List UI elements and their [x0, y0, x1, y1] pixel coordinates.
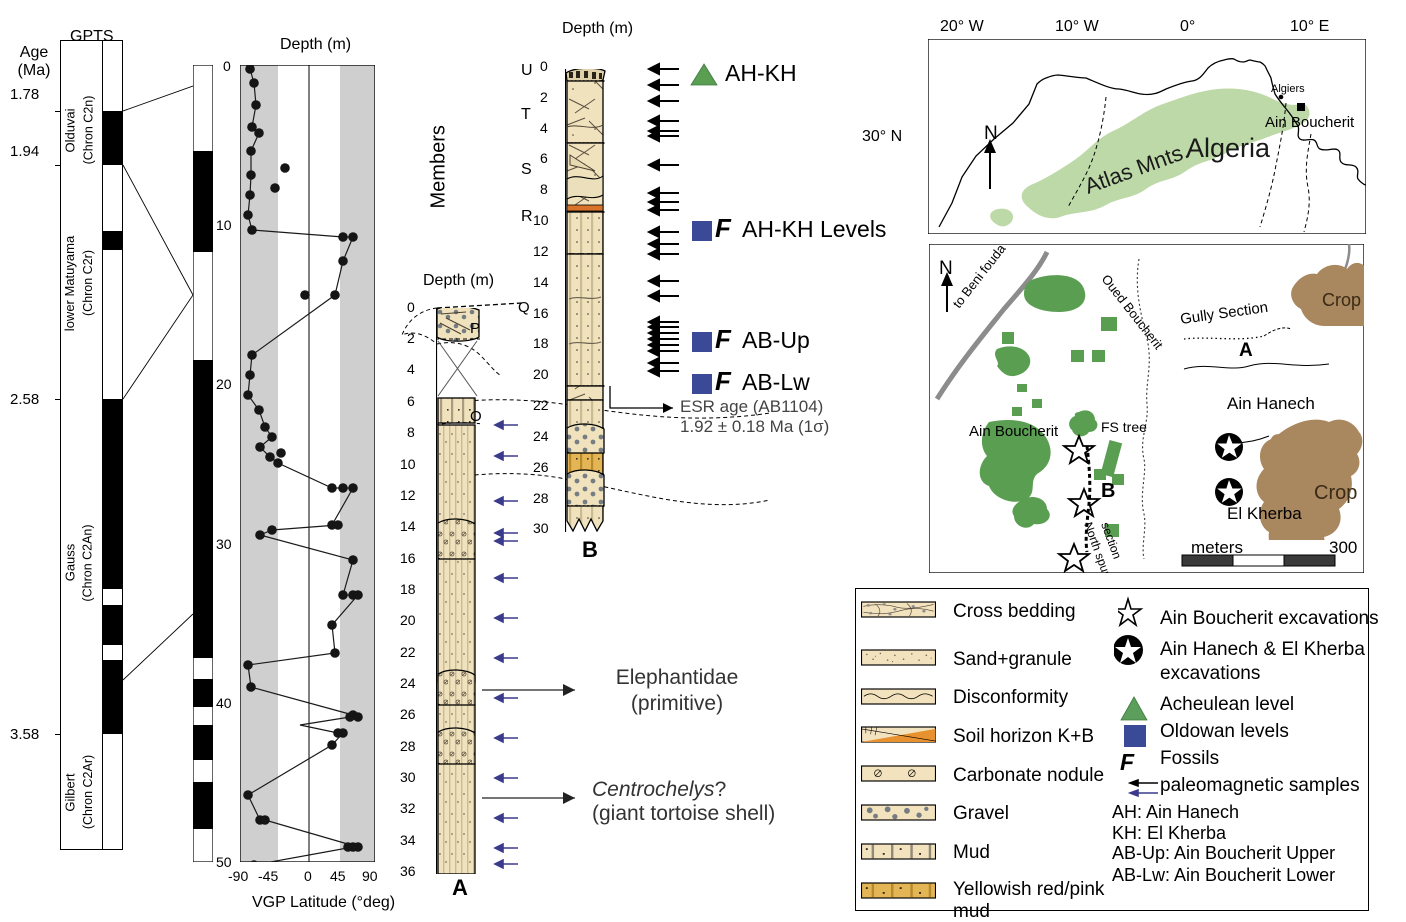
svg-text:N: N — [984, 123, 998, 144]
svg-text:Ain Hanech: Ain Hanech — [1227, 394, 1315, 413]
svg-text:300: 300 — [1329, 538, 1357, 557]
svg-text:FS tree: FS tree — [1101, 419, 1147, 435]
svg-text:Crop: Crop — [1322, 290, 1361, 310]
svg-text:A: A — [1239, 340, 1253, 361]
svg-text:B: B — [1101, 480, 1115, 502]
svg-text:Algiers: Algiers — [1271, 83, 1305, 95]
svg-text:Ain Boucherit: Ain Boucherit — [1265, 114, 1355, 131]
svg-text:El Kherba: El Kherba — [1227, 504, 1302, 523]
svg-text:Crop: Crop — [1314, 482, 1357, 504]
svg-text:Algeria: Algeria — [1186, 133, 1271, 163]
svg-text:Ain Boucherit: Ain Boucherit — [969, 423, 1059, 440]
svg-text:meters: meters — [1191, 538, 1243, 557]
